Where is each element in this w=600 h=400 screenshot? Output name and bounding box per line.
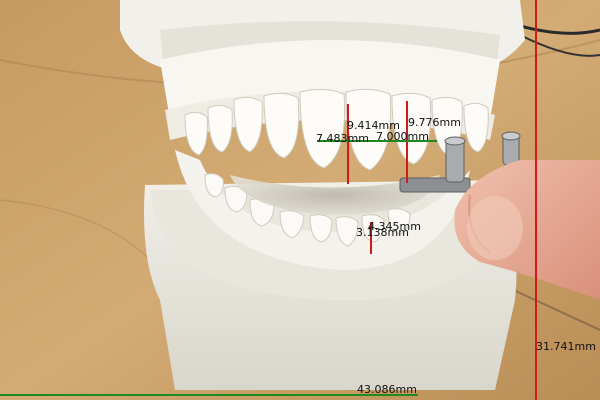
measure-line-horizontal-bottom xyxy=(0,394,418,396)
measure-line-vertical-lower xyxy=(370,222,372,254)
measurement-label: 7.000mm xyxy=(376,130,429,143)
measure-line-horizontal-incisors xyxy=(317,140,437,142)
measure-line-vertical-incisor-right xyxy=(406,101,408,183)
measure-line-vertical-right xyxy=(535,0,537,400)
measurement-label: 3.138mm xyxy=(356,226,409,239)
measurement-label: 9.776mm xyxy=(408,116,461,129)
measurement-label: 31.741mm xyxy=(536,340,596,353)
measure-line-vertical-incisor-left xyxy=(347,104,349,184)
measurement-label: 7.483mm xyxy=(316,132,369,145)
measurement-label: 4.345mm xyxy=(368,220,421,233)
measurement-label: 43.086mm xyxy=(357,383,417,396)
measurement-label: 9.414mm xyxy=(347,119,400,132)
